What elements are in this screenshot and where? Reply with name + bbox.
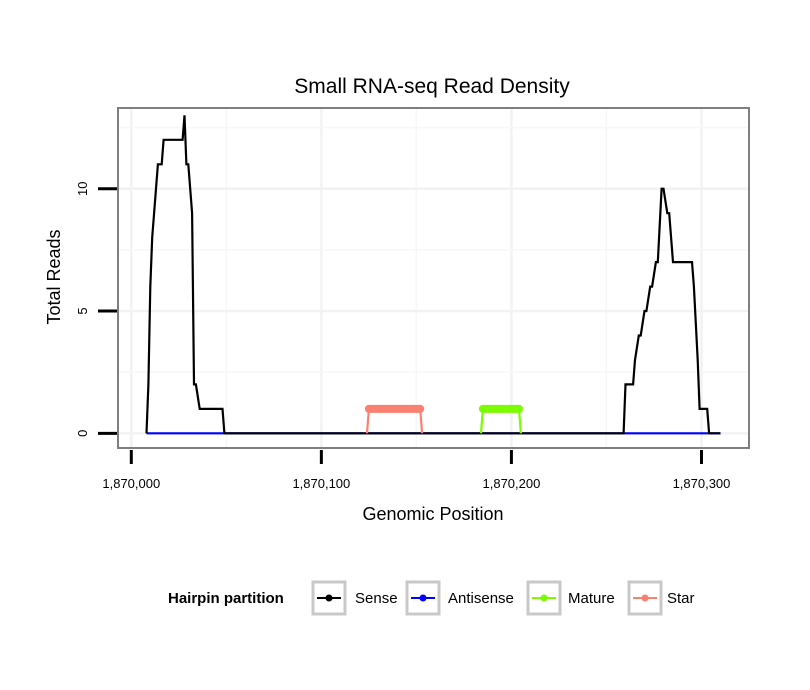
legend-label: Mature — [568, 590, 615, 607]
plot-panel — [117, 107, 750, 449]
legend-entry-sense: Sense — [311, 580, 398, 616]
legend-key-dot — [540, 594, 548, 602]
y-tick-label: 0 — [75, 430, 90, 437]
legend-label: Antisense — [448, 590, 514, 607]
legend-entry-star: Star — [627, 580, 695, 616]
legend-entry-antisense: Antisense — [405, 580, 514, 616]
y-tick-label: 10 — [75, 181, 90, 195]
x-tick-label: 1,870,300 — [673, 476, 731, 491]
legend-entry-mature: Mature — [526, 580, 615, 616]
x-tick-label: 1,870,000 — [102, 476, 160, 491]
legend-label: Star — [667, 590, 695, 607]
legend-key-dot — [641, 594, 649, 602]
legend-key-dot — [325, 594, 333, 602]
legend: Hairpin partition Sense Antisense Mature St… — [168, 580, 695, 616]
x-tick-label: 1,870,100 — [292, 476, 350, 491]
y-tick-label: 5 — [75, 307, 90, 314]
legend-title: Hairpin partition — [168, 590, 284, 607]
series-line-sense — [145, 115, 721, 435]
legend-label: Sense — [355, 590, 398, 607]
x-tick-label: 1,870,200 — [483, 476, 541, 491]
x-axis-label: Genomic Position — [362, 504, 503, 524]
chart-title: Small RNA-seq Read Density — [294, 75, 570, 98]
legend-key-dot — [419, 594, 427, 602]
y-axis-label: Total Reads — [44, 229, 64, 324]
